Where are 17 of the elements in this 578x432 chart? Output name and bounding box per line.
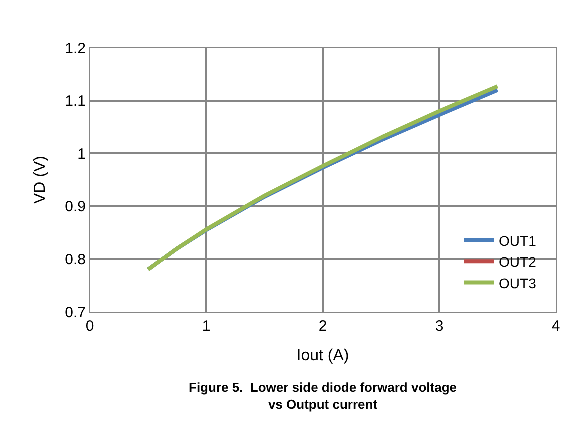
y-tick-label: 1 <box>78 146 86 163</box>
x-tick-label: 2 <box>318 318 328 335</box>
y-tick-label: 0.8 <box>65 251 86 268</box>
x-tick-label: 3 <box>435 318 444 335</box>
legend-label: OUT1 <box>499 232 537 249</box>
legend-label: OUT2 <box>499 254 537 270</box>
y-tick-label: 0.7 <box>65 304 86 322</box>
y-tick-label: 1.1 <box>65 93 86 110</box>
y-tick-label: 1.2 <box>65 40 86 58</box>
text: Figure 5. Lower side diode forward voltage vs Output current <box>189 380 457 412</box>
x-tick-label: 1 <box>202 318 211 335</box>
legend-label: OUT3 <box>499 275 537 292</box>
x-tick-label: 0 <box>86 318 94 335</box>
x-axis-title: Iout (A) <box>296 348 350 365</box>
x-tick-label: 4 <box>552 318 560 335</box>
y-axis-title: VD (V) <box>32 156 50 204</box>
y-tick-label: 0.9 <box>65 198 86 216</box>
